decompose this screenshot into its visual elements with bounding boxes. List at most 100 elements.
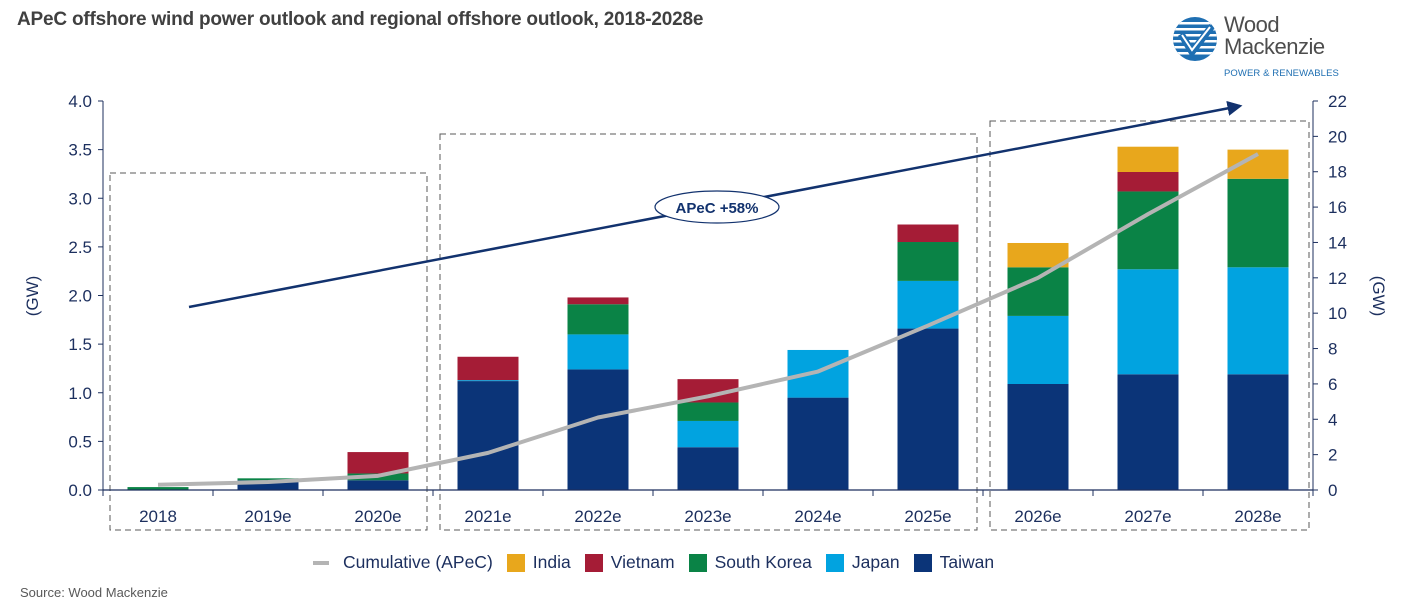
legend-label: Cumulative (APeC) <box>343 552 493 572</box>
legend-item-india: India <box>506 552 571 573</box>
logo-wordmark: Wood Mackenzie <box>1224 14 1325 58</box>
x-category-label: 2021e <box>464 507 511 526</box>
logo-line1: Wood <box>1224 12 1280 37</box>
bar-japan-2028e <box>1227 267 1289 375</box>
left-tick-label: 4.0 <box>68 92 92 111</box>
globe-check-icon <box>1173 17 1217 61</box>
right-tick-label: 12 <box>1328 269 1347 288</box>
legend-label: South Korea <box>714 552 812 572</box>
bar-south-korea-2028e <box>1227 178 1289 268</box>
left-tick-label: 2.5 <box>68 238 92 257</box>
legend-item-south-korea: South Korea <box>688 552 812 573</box>
bar-taiwan-2021e <box>457 381 519 490</box>
bar-japan-2023e <box>677 420 739 448</box>
bar-south-korea-2025e <box>897 242 959 281</box>
group-box-0 <box>109 172 428 531</box>
logo-line2: Mackenzie <box>1224 34 1325 59</box>
bar-india-2027e <box>1117 146 1179 172</box>
bar-vietnam-2025e <box>897 224 959 243</box>
bar-japan-2027e <box>1117 269 1179 375</box>
cumulative-line-layer <box>157 152 1259 487</box>
legend-item-vietnam: Vietnam <box>584 552 675 573</box>
bar-taiwan-2028e <box>1227 374 1289 490</box>
left-tick-label: 3.5 <box>68 141 92 160</box>
legend-item-japan: Japan <box>825 552 900 573</box>
bar-south-korea-2019e <box>237 478 299 481</box>
annotation-ellipse <box>654 190 780 224</box>
bar-taiwan-2027e <box>1117 374 1179 490</box>
legend-line-swatch <box>313 560 329 565</box>
right-tick-label: 6 <box>1328 375 1337 394</box>
chart-title: APeC offshore wind power outlook and reg… <box>17 9 704 30</box>
wood-mackenzie-logo: Wood Mackenzie POWER & RENEWABLES <box>1172 14 1372 84</box>
bar-vietnam-2022e <box>567 297 629 305</box>
bar-south-korea-2026e <box>1007 267 1069 316</box>
x-category-label: 2022e <box>574 507 621 526</box>
axes: 0.0 0.5 1.0 1.5 2.0 2.5 3.0 3.5 4.0 (GW) 0 2 4 6 8 10 12… <box>23 92 1388 526</box>
right-tick-label: 4 <box>1328 410 1337 429</box>
bar-taiwan-2025e <box>897 328 959 490</box>
x-category-label: 2019e <box>244 507 291 526</box>
legend-swatch <box>913 553 932 572</box>
left-tick-label: 3.0 <box>68 189 92 208</box>
bar-japan-2021e <box>457 380 519 382</box>
right-tick-label: 14 <box>1328 233 1347 252</box>
right-tick-label: 22 <box>1328 92 1347 111</box>
left-tick-label: 0.0 <box>68 481 92 500</box>
x-category-label: 2025e <box>904 507 951 526</box>
source-note: Source: Wood Mackenzie <box>20 585 168 600</box>
legend-swatch <box>506 553 525 572</box>
legend-swatch <box>825 553 844 572</box>
logo-subtitle: POWER & RENEWABLES <box>1224 68 1339 79</box>
x-category-label: 2020e <box>354 507 401 526</box>
right-tick-label: 0 <box>1328 481 1337 500</box>
bar-taiwan-2022e <box>567 369 629 490</box>
x-category-label: 2026e <box>1014 507 1061 526</box>
right-tick-label: 16 <box>1328 198 1347 217</box>
x-category-label: 2024e <box>794 507 841 526</box>
x-category-label: 2028e <box>1234 507 1281 526</box>
bar-japan-2025e <box>897 280 959 329</box>
bar-vietnam-2020e <box>347 452 409 474</box>
legend-label: Taiwan <box>939 552 995 572</box>
legend-label: Japan <box>851 552 900 572</box>
x-category-label: 2027e <box>1124 507 1171 526</box>
group-box-1 <box>439 133 978 531</box>
legend: Cumulative (APeC) India Vietnam South Korea… <box>313 552 1008 573</box>
right-tick-label: 2 <box>1328 446 1337 465</box>
left-tick-label: 1.0 <box>68 384 92 403</box>
x-category-label: 2023e <box>684 507 731 526</box>
legend-label: Vietnam <box>610 552 675 572</box>
bar-south-korea-2018 <box>127 487 189 490</box>
bar-vietnam-2023e <box>677 379 739 403</box>
right-tick-label: 20 <box>1328 127 1347 146</box>
bar-taiwan-2026e <box>1007 383 1069 490</box>
legend-item-cumulative-apec: Cumulative (APeC) <box>313 552 493 573</box>
right-tick-label: 10 <box>1328 304 1347 323</box>
bar-taiwan-2019e <box>237 480 299 490</box>
bar-taiwan-2024e <box>787 397 849 490</box>
group-box-2 <box>989 120 1310 531</box>
bar-japan-2024e <box>787 349 849 398</box>
bar-india-2026e <box>1007 242 1069 268</box>
annotation-text: APeC +58% <box>676 200 759 217</box>
group-boxes <box>109 120 1310 531</box>
bar-japan-2026e <box>1007 315 1069 384</box>
legend-swatch <box>688 553 707 572</box>
bar-south-korea-2022e <box>567 304 629 335</box>
bar-taiwan-2020e <box>347 480 409 490</box>
right-tick-label: 18 <box>1328 163 1347 182</box>
bar-vietnam-2021e <box>457 356 519 381</box>
right-axis-title: (GW) <box>1369 276 1388 317</box>
right-tick-label: 8 <box>1328 340 1337 359</box>
x-category-label: 2018 <box>139 507 177 526</box>
bar-taiwan-2023e <box>677 447 739 490</box>
left-tick-label: 2.0 <box>68 287 92 306</box>
bar-vietnam-2027e <box>1117 171 1179 192</box>
legend-label: India <box>532 552 571 572</box>
legend-swatch <box>584 553 603 572</box>
bars <box>127 146 1289 490</box>
legend-item-taiwan: Taiwan <box>913 552 995 573</box>
left-axis-title: (GW) <box>23 276 42 317</box>
